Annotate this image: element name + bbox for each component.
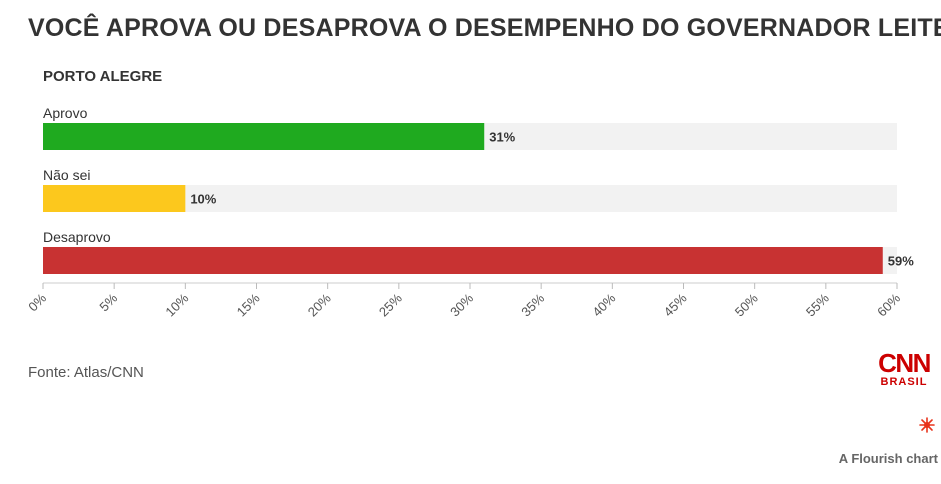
bar-value-label: 59% [888,254,914,269]
bar-category-label: Não sei [43,167,90,183]
x-tick-label: 5% [96,290,120,314]
bar-category-label: Desaprovo [43,229,111,245]
x-tick-label: 35% [518,290,547,319]
chart-title: VOCÊ APROVA OU DESAPROVA O DESEMPENHO DO… [28,14,941,42]
bar [43,185,186,212]
x-tick-label: 0% [25,290,49,314]
logo-text: CNN [878,348,931,378]
flourish-icon[interactable] [919,417,935,433]
flourish-credit-link[interactable]: A Flourish chart [838,451,938,466]
x-tick-label: 15% [234,290,263,319]
logo-subtext: BRASIL [880,376,928,388]
x-tick-label: 10% [162,290,191,319]
x-tick-label: 30% [447,290,476,319]
x-tick-label: 25% [376,290,405,319]
source-note: Fonte: Atlas/CNN [28,364,144,381]
x-tick-label: 40% [589,290,618,319]
bar-category-label: Aprovo [43,105,88,121]
x-tick-label: 20% [305,290,334,319]
bar-value-label: 10% [190,192,216,207]
x-tick-label: 60% [874,290,903,319]
x-tick-label: 45% [661,290,690,319]
chart-subtitle: PORTO ALEGRE [43,68,163,85]
x-tick-label: 50% [732,290,761,319]
bar-value-label: 31% [489,130,515,145]
cnn-brasil-logo: CNN BRASIL [874,350,934,388]
bar [43,247,883,274]
x-tick-label: 55% [803,290,832,319]
bar [43,123,485,150]
